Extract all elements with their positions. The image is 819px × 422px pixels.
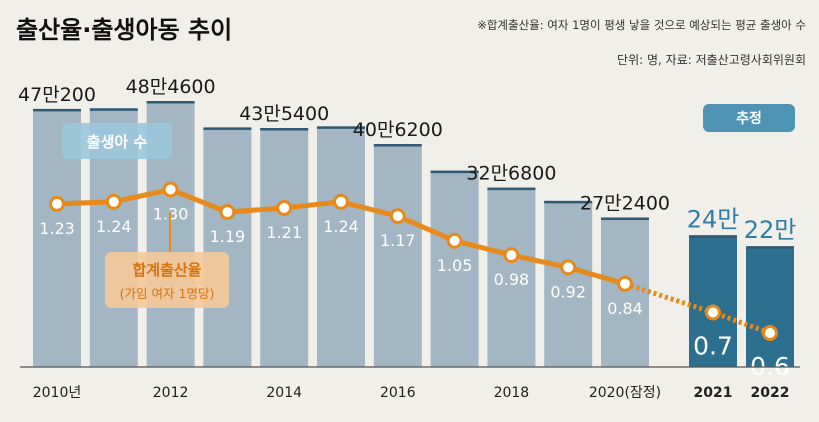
rate-value-label: 0.84 bbox=[607, 299, 643, 318]
rate-point bbox=[503, 247, 520, 264]
births-bar-top-edge bbox=[746, 246, 794, 249]
rate-value-label: 0.98 bbox=[494, 270, 530, 289]
rate-point bbox=[617, 275, 633, 292]
rate-value-label: 0.92 bbox=[550, 282, 586, 301]
rate-value-label: 1.05 bbox=[437, 256, 473, 275]
rate-point bbox=[560, 259, 577, 276]
births-series-legend: 출생아 수 bbox=[62, 123, 172, 159]
rate-series-label: 합계출산율 bbox=[132, 261, 201, 279]
births-bar-top-edge bbox=[689, 235, 737, 238]
rate-point bbox=[49, 195, 65, 212]
estimate-badge: 추정 bbox=[703, 104, 795, 132]
definition-note: ※합계출산율: 여자 1명이 평생 낳을 것으로 예상되는 평균 출생아 수 bbox=[477, 18, 806, 32]
births-bar bbox=[430, 170, 479, 367]
births-bar-top-edge bbox=[601, 217, 649, 220]
births-bar bbox=[317, 126, 365, 368]
births-bar bbox=[260, 128, 309, 367]
births-value-label: 27만2400 bbox=[580, 192, 670, 214]
rate-value-label: 0.7 bbox=[693, 332, 733, 361]
births-bar-top-edge bbox=[203, 127, 252, 130]
rate-point bbox=[219, 204, 236, 221]
source-note: 단위: 명, 자료: 저출산고령사회위원회 bbox=[617, 53, 806, 67]
rate-value-label: 1.23 bbox=[39, 219, 75, 238]
x-tick-label: 2020(잠정) bbox=[589, 385, 661, 401]
rate-value-label: 1.24 bbox=[96, 217, 132, 236]
rate-value-label: 1.19 bbox=[210, 227, 246, 246]
rate-point bbox=[446, 232, 463, 249]
births-bar-top-edge bbox=[544, 200, 593, 204]
x-tick-label: 2014 bbox=[266, 385, 302, 401]
births-value-label: 48만4600 bbox=[126, 76, 216, 98]
births-bar-top-edge bbox=[487, 187, 536, 191]
births-value-label: 47만200 bbox=[18, 84, 96, 106]
births-value-label: 43만5400 bbox=[239, 103, 329, 125]
estimate-label: 추정 bbox=[736, 110, 762, 127]
births-value-label: 24만 bbox=[687, 205, 740, 233]
x-tick-label: 2016 bbox=[380, 385, 416, 401]
births-bar-top-edge bbox=[260, 128, 309, 131]
births-bar-top-edge bbox=[373, 144, 422, 147]
x-tick-label: 2018 bbox=[494, 385, 530, 401]
rate-series-subtitle: (가임 여자 1명당) bbox=[120, 286, 215, 301]
births-bar-top-edge bbox=[89, 108, 138, 111]
births-value-label: 22만 bbox=[744, 216, 797, 244]
rate-point bbox=[389, 208, 406, 225]
births-bar bbox=[544, 200, 593, 367]
x-tick-label: 2012 bbox=[153, 385, 189, 401]
births-bar bbox=[746, 246, 794, 367]
births-value-label: 32만6800 bbox=[466, 163, 556, 185]
rate-point bbox=[333, 193, 349, 210]
x-tick-label: 2010년 bbox=[33, 385, 82, 401]
births-bar bbox=[689, 235, 737, 367]
x-tick-label: 2021 bbox=[694, 385, 733, 401]
rate-point bbox=[762, 325, 778, 341]
births-bar-top-edge bbox=[317, 126, 365, 129]
rate-value-label: 1.17 bbox=[380, 231, 416, 250]
births-bar bbox=[203, 127, 252, 367]
births-value-label: 40만6200 bbox=[353, 119, 443, 141]
rate-point bbox=[162, 181, 179, 198]
rate-point bbox=[276, 199, 293, 216]
rate-value-label: 1.21 bbox=[266, 223, 302, 242]
rate-point bbox=[105, 193, 122, 210]
births-series-label: 출생아 수 bbox=[87, 133, 148, 151]
births-bar-top-edge bbox=[146, 101, 195, 104]
births-bar-top-edge bbox=[33, 108, 81, 112]
rate-point bbox=[705, 304, 721, 321]
rate-series-legend: 합계출산율 (가임 여자 1명당) bbox=[105, 212, 229, 308]
births-bar bbox=[373, 144, 422, 367]
births-bar bbox=[487, 187, 536, 367]
x-tick-label: 2022 bbox=[751, 385, 790, 401]
births-bar bbox=[601, 217, 649, 367]
rate-value-label: 1.24 bbox=[323, 217, 359, 236]
chart-title: 출산율·출생아동 추이 bbox=[16, 16, 232, 44]
births-bar-top-edge bbox=[430, 170, 479, 174]
